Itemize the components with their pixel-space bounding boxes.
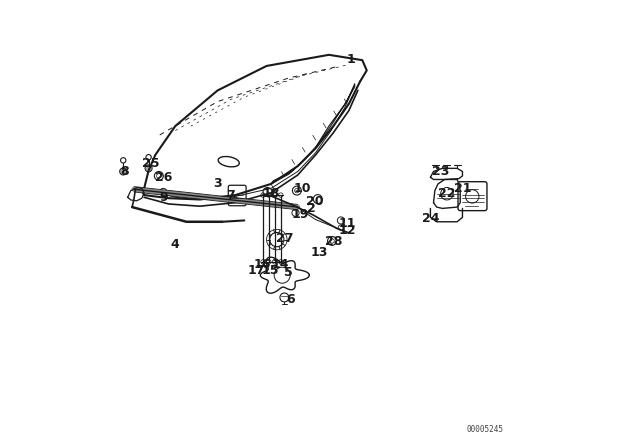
Text: 14: 14 <box>271 258 289 271</box>
Text: 1: 1 <box>347 53 356 66</box>
Text: 11: 11 <box>339 217 356 230</box>
Text: 18: 18 <box>262 187 280 200</box>
Text: 21: 21 <box>454 182 471 195</box>
Text: 20: 20 <box>306 195 323 208</box>
Text: 5: 5 <box>284 267 293 280</box>
Text: 27: 27 <box>276 232 293 245</box>
Text: 24: 24 <box>422 212 439 225</box>
Text: 15: 15 <box>261 264 279 277</box>
Text: 25: 25 <box>142 157 159 170</box>
Text: 12: 12 <box>339 224 356 237</box>
Circle shape <box>145 165 152 172</box>
Text: 22: 22 <box>438 187 456 200</box>
Text: 9: 9 <box>159 191 168 204</box>
Circle shape <box>120 168 127 175</box>
Text: 28: 28 <box>324 235 342 248</box>
Text: 17: 17 <box>248 264 266 277</box>
Text: 3: 3 <box>213 177 222 190</box>
Text: 13: 13 <box>310 246 328 259</box>
Text: 19: 19 <box>291 208 308 221</box>
Text: 7: 7 <box>227 189 236 202</box>
Text: 6: 6 <box>287 293 296 306</box>
Text: 2: 2 <box>307 202 316 215</box>
Text: 8: 8 <box>120 165 129 178</box>
Text: 4: 4 <box>171 237 180 250</box>
Text: 16: 16 <box>253 258 271 271</box>
Text: 10: 10 <box>294 182 311 195</box>
Text: 00005245: 00005245 <box>466 425 503 434</box>
Text: 23: 23 <box>431 165 449 178</box>
Text: 26: 26 <box>155 171 172 184</box>
